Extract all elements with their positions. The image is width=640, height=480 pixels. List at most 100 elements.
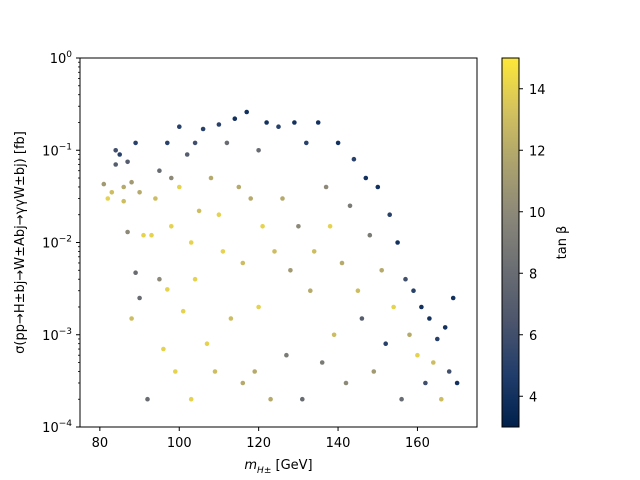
data-point — [300, 396, 305, 402]
data-point — [153, 196, 158, 201]
data-point — [145, 396, 150, 402]
data-point — [435, 336, 440, 342]
data-point — [192, 140, 198, 146]
data-point — [335, 140, 341, 146]
data-point — [125, 229, 130, 235]
data-point — [367, 232, 373, 238]
data-point — [177, 124, 182, 129]
data-point — [228, 316, 234, 321]
data-point — [224, 140, 230, 146]
data-point — [157, 168, 162, 173]
data-point — [252, 369, 257, 374]
data-point — [232, 116, 238, 121]
data-point — [180, 308, 186, 314]
colorbar-tick-label: 12 — [529, 144, 546, 159]
y-axis: 10−4 10−3 10−2 10−1 100 — [42, 50, 80, 436]
data-point — [311, 249, 317, 254]
colorbar — [501, 57, 520, 428]
colorbar-label: tan β — [555, 226, 570, 260]
data-point — [240, 260, 246, 266]
data-point — [371, 369, 377, 374]
data-point — [117, 152, 122, 157]
data-point — [177, 184, 182, 190]
x-tick-label: 120 — [246, 436, 271, 451]
y-axis-label: σ(pp→H±bj→W±Abj→γγW±bj) [fb] — [13, 131, 28, 354]
data-point — [454, 380, 460, 386]
data-point — [216, 212, 222, 217]
data-point — [240, 380, 246, 386]
data-point — [383, 341, 389, 347]
data-point — [355, 288, 361, 294]
x-tick-label: 140 — [326, 436, 351, 451]
data-point — [133, 140, 138, 146]
data-point — [188, 240, 194, 245]
data-point — [192, 276, 198, 282]
data-point — [109, 190, 115, 195]
data-point — [319, 360, 325, 365]
data-point — [121, 198, 126, 204]
data-point — [419, 304, 424, 310]
data-point — [196, 208, 202, 214]
data-point — [327, 224, 333, 229]
data-point — [351, 156, 357, 162]
data-point — [256, 304, 261, 310]
data-point — [125, 159, 130, 165]
data-point — [343, 380, 349, 386]
data-point — [411, 288, 416, 294]
data-point — [165, 287, 170, 292]
data-point — [387, 212, 393, 217]
data-point — [141, 232, 146, 238]
data-point — [264, 120, 269, 125]
data-point — [204, 341, 210, 347]
x-tick-label: 160 — [405, 436, 430, 451]
data-point — [157, 276, 162, 282]
y-tick-label: 10−3 — [42, 327, 72, 344]
plot-frame — [79, 57, 478, 428]
data-point — [331, 332, 337, 338]
colorbar-tick-label: 14 — [529, 83, 546, 98]
data-point — [276, 124, 281, 129]
data-point — [272, 249, 277, 254]
data-point — [149, 232, 154, 238]
data-point — [248, 196, 253, 201]
data-point — [407, 332, 412, 338]
data-point — [133, 270, 138, 276]
data-point — [395, 240, 400, 245]
data-point — [288, 268, 293, 273]
data-point — [212, 369, 218, 374]
data-point — [442, 325, 448, 330]
y-tick-label: 100 — [50, 50, 73, 67]
data-point — [339, 260, 345, 266]
data-point — [292, 120, 297, 125]
y-tick-label: 10−4 — [42, 419, 72, 436]
data-point — [137, 295, 142, 301]
data-point — [236, 184, 242, 190]
data-point — [403, 276, 408, 282]
data-point — [391, 304, 396, 310]
data-point — [308, 288, 313, 294]
data-point — [188, 396, 194, 402]
y-tick-label: 10−1 — [42, 142, 72, 159]
x-axis-label: mH± [GeV] — [244, 458, 312, 476]
data-point — [101, 181, 107, 187]
data-point — [296, 224, 301, 229]
data-point — [323, 184, 329, 190]
data-point — [359, 316, 365, 321]
data-point — [113, 162, 118, 167]
colorbar-axis: 4 6 8 10 12 14 — [519, 83, 546, 405]
data-point — [244, 109, 249, 115]
data-point — [375, 184, 381, 190]
data-point — [423, 380, 428, 386]
colorbar-tick-label: 6 — [529, 329, 537, 344]
data-point — [105, 196, 111, 201]
data-point — [220, 249, 226, 254]
data-point — [268, 396, 273, 402]
colorbar-tick-label: 10 — [529, 206, 546, 221]
points-layer — [101, 109, 460, 402]
x-axis: 80 100 120 140 160 — [92, 427, 430, 451]
data-point — [256, 148, 261, 153]
data-point — [161, 346, 166, 352]
data-point — [208, 175, 214, 181]
